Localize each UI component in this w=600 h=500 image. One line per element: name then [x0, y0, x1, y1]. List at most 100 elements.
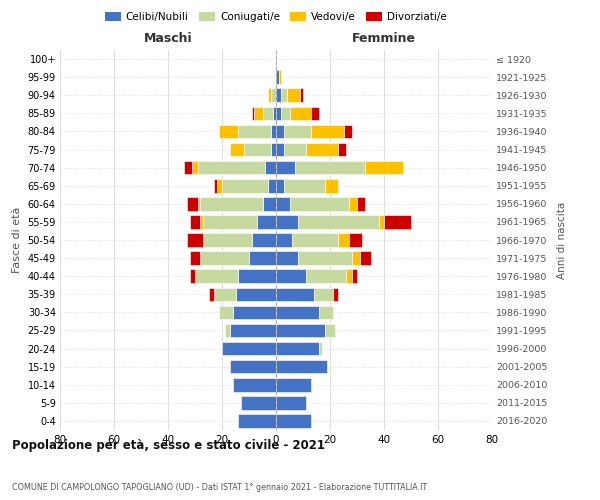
Bar: [325, 179, 338, 192]
Bar: [365, 161, 403, 174]
Bar: [384, 215, 411, 228]
Text: COMUNE DI CAMPOLONGO TAPOGLIANO (UD) - Dati ISTAT 1° gennaio 2021 - Elaborazione: COMUNE DI CAMPOLONGO TAPOGLIANO (UD) - D…: [12, 484, 427, 492]
Bar: [190, 270, 195, 283]
Bar: [301, 88, 303, 102]
Bar: [195, 270, 238, 283]
Bar: [284, 179, 325, 192]
Bar: [276, 88, 281, 102]
Bar: [235, 288, 276, 301]
Bar: [224, 324, 230, 338]
Bar: [192, 161, 198, 174]
Bar: [276, 342, 319, 355]
Bar: [281, 106, 290, 120]
Bar: [230, 142, 244, 156]
Text: Popolazione per età, sesso e stato civile - 2021: Popolazione per età, sesso e stato civil…: [12, 440, 325, 452]
Bar: [276, 215, 298, 228]
Bar: [187, 233, 203, 247]
Bar: [249, 252, 276, 265]
Bar: [276, 378, 311, 392]
Bar: [276, 124, 284, 138]
Bar: [271, 124, 276, 138]
Bar: [284, 142, 306, 156]
Bar: [276, 70, 278, 84]
Bar: [203, 215, 257, 228]
Bar: [276, 233, 292, 247]
Bar: [230, 324, 276, 338]
Bar: [200, 215, 203, 228]
Bar: [217, 179, 222, 192]
Bar: [187, 197, 198, 210]
Bar: [257, 215, 276, 228]
Y-axis label: Fasce di età: Fasce di età: [12, 207, 22, 273]
Bar: [311, 106, 319, 120]
Bar: [209, 288, 214, 301]
Bar: [332, 288, 338, 301]
Bar: [276, 106, 281, 120]
Bar: [184, 161, 193, 174]
Bar: [292, 233, 338, 247]
Bar: [271, 142, 276, 156]
Bar: [276, 142, 284, 156]
Text: Maschi: Maschi: [143, 32, 193, 44]
Bar: [265, 161, 276, 174]
Bar: [276, 396, 306, 409]
Bar: [352, 270, 357, 283]
Bar: [190, 252, 200, 265]
Bar: [274, 106, 276, 120]
Bar: [252, 233, 276, 247]
Bar: [276, 197, 290, 210]
Bar: [298, 215, 379, 228]
Bar: [238, 270, 276, 283]
Bar: [222, 342, 276, 355]
Bar: [271, 88, 276, 102]
Bar: [290, 106, 311, 120]
Bar: [263, 106, 274, 120]
Bar: [241, 396, 276, 409]
Bar: [284, 124, 311, 138]
Bar: [278, 70, 281, 84]
Bar: [306, 270, 346, 283]
Bar: [295, 161, 365, 174]
Bar: [190, 215, 200, 228]
Bar: [325, 324, 335, 338]
Bar: [287, 88, 301, 102]
Bar: [203, 233, 252, 247]
Bar: [281, 88, 287, 102]
Bar: [343, 124, 352, 138]
Bar: [220, 124, 238, 138]
Bar: [200, 252, 249, 265]
Bar: [298, 252, 352, 265]
Bar: [306, 142, 338, 156]
Bar: [244, 142, 271, 156]
Bar: [276, 179, 284, 192]
Bar: [222, 179, 268, 192]
Bar: [268, 88, 271, 102]
Bar: [311, 124, 343, 138]
Bar: [200, 197, 263, 210]
Bar: [220, 306, 233, 319]
Bar: [263, 197, 276, 210]
Bar: [254, 106, 263, 120]
Bar: [238, 124, 271, 138]
Bar: [233, 306, 276, 319]
Bar: [290, 197, 349, 210]
Y-axis label: Anni di nascita: Anni di nascita: [557, 202, 566, 278]
Bar: [198, 197, 200, 210]
Bar: [349, 233, 362, 247]
Bar: [276, 252, 298, 265]
Bar: [214, 179, 217, 192]
Bar: [276, 288, 314, 301]
Text: Femmine: Femmine: [352, 32, 416, 44]
Bar: [338, 233, 349, 247]
Bar: [319, 306, 332, 319]
Bar: [276, 324, 325, 338]
Bar: [214, 288, 235, 301]
Bar: [233, 378, 276, 392]
Bar: [198, 161, 265, 174]
Bar: [346, 270, 352, 283]
Bar: [276, 414, 311, 428]
Bar: [268, 179, 276, 192]
Bar: [252, 106, 254, 120]
Bar: [352, 252, 360, 265]
Bar: [238, 414, 276, 428]
